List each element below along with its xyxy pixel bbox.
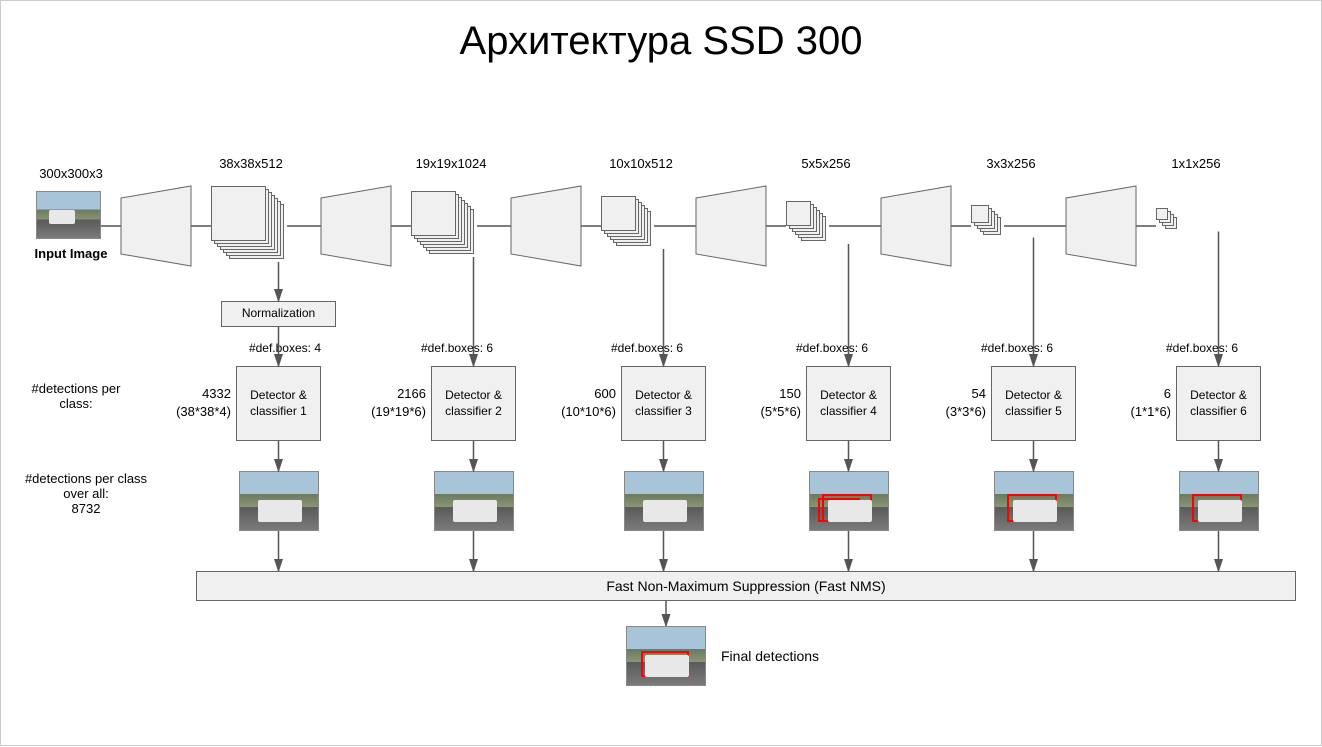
block-1: VGG up to fc7 [327,204,389,234]
detector-box-4: Detector & classifier 5 [991,366,1076,441]
input-image-thumb [36,191,101,239]
det-count-5: 6 [1101,386,1171,401]
block-5: Avg pooling [1072,204,1134,234]
det-formula-3: (5*5*6) [731,404,801,419]
detector-box-1: Detector & classifier 2 [431,366,516,441]
normalization-box: Normalization [221,301,336,327]
block-0: VGG up to conv4_3 [127,204,189,234]
det-formula-5: (1*1*6) [1101,404,1171,419]
detector-box-2: Detector & classifier 3 [621,366,706,441]
feature-map-stack-2 [601,196,654,249]
input-dim-label: 300x300x3 [31,166,111,181]
final-label: Final detections [721,648,871,664]
block-2: Conv layers [517,204,579,234]
feature-map-stack-5 [1156,208,1180,232]
defboxes-5: #def.boxes: 6 [1166,341,1306,355]
feature-map-stack-4 [971,205,1004,238]
det-count-4: 54 [916,386,986,401]
detection-thumb-0 [239,471,319,531]
detection-thumb-4 [994,471,1074,531]
fm-label-1: 19x19x1024 [391,156,511,171]
fm-label-5: 1x1x256 [1136,156,1256,171]
detection-thumb-2 [624,471,704,531]
det-formula-2: (10*10*6) [546,404,616,419]
det-count-1: 2166 [356,386,426,401]
det-formula-0: (38*38*4) [161,404,231,419]
det-formula-1: (19*19*6) [356,404,426,419]
feature-map-stack-1 [411,191,477,257]
det-count-3: 150 [731,386,801,401]
defboxes-3: #def.boxes: 6 [796,341,936,355]
detections-per-class-label: #detections per class: [21,381,131,411]
input-image-label: Input Image [26,246,116,261]
fm-label-0: 38x38x512 [191,156,311,171]
defboxes-1: #def.boxes: 6 [421,341,561,355]
fm-label-4: 3x3x256 [951,156,1071,171]
fm-label-2: 10x10x512 [581,156,701,171]
detection-thumb-3 [809,471,889,531]
det-count-0: 4332 [161,386,231,401]
det-formula-4: (3*3*6) [916,404,986,419]
nms-box: Fast Non-Maximum Suppression (Fast NMS) [196,571,1296,601]
block-4: Conv layers [887,204,949,234]
defboxes-0: #def.boxes: 4 [181,341,321,355]
diagram-canvas: 300x300x3 Input Image #detections per clas… [1,1,1322,747]
defboxes-4: #def.boxes: 6 [981,341,1121,355]
feature-map-stack-3 [786,201,829,244]
defboxes-2: #def.boxes: 6 [611,341,751,355]
block-3: Conv layers [702,204,764,234]
detections-overall-label: #detections per class over all: 8732 [21,471,151,516]
fm-label-3: 5x5x256 [766,156,886,171]
final-thumb [626,626,706,686]
detector-box-0: Detector & classifier 1 [236,366,321,441]
detection-thumb-5 [1179,471,1259,531]
detector-box-5: Detector & classifier 6 [1176,366,1261,441]
detection-thumb-1 [434,471,514,531]
det-count-2: 600 [546,386,616,401]
detector-box-3: Detector & classifier 4 [806,366,891,441]
feature-map-stack-0 [211,186,287,262]
